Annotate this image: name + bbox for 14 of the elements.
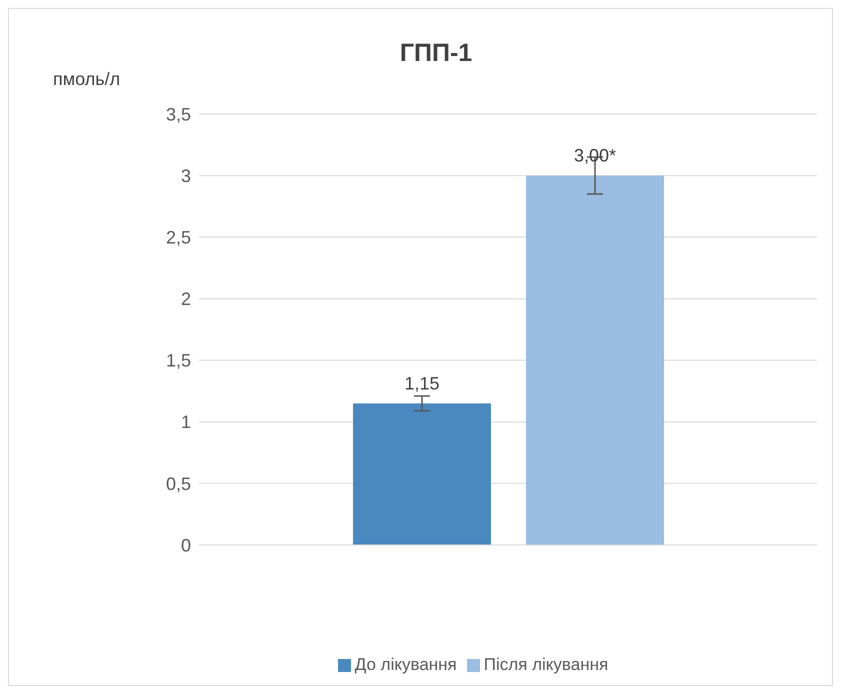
chart-title: ГПП-1 [398,39,474,68]
y-tick-label: 1,5 [166,350,191,371]
y-tick-label: 3 [180,166,191,186]
y-tick-label: 0 [180,535,191,556]
data-label: 1,15 [404,373,440,394]
y-tick-label: 1 [180,412,191,432]
y-axis-title: пмоль/л [53,69,120,90]
y-tick-label: 2 [180,289,191,310]
y-tick-label: 3,5 [166,104,191,124]
data-label: 3,00* [574,146,616,166]
y-tick-label: 0,5 [166,474,191,494]
legend-label: До лікування [354,655,457,674]
y-tick-label: 2,5 [166,228,191,248]
legend-label: Після лікування [484,655,608,674]
